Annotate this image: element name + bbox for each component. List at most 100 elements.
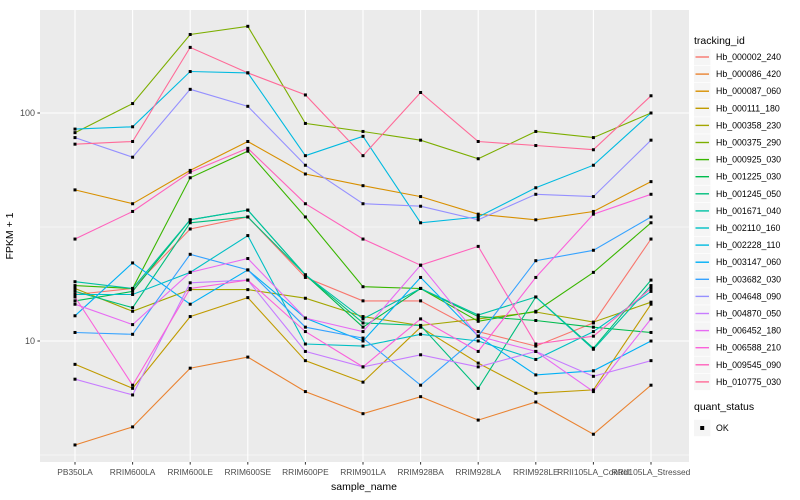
data-point <box>303 325 307 329</box>
data-point <box>188 270 192 274</box>
legend-label-Hb_000358_230: Hb_000358_230 <box>716 120 781 130</box>
data-point <box>476 418 480 422</box>
data-point <box>361 299 365 303</box>
data-point <box>73 330 77 334</box>
data-point <box>534 400 538 404</box>
data-point <box>73 127 77 131</box>
x-axis-title: sample_name <box>331 481 397 493</box>
data-point <box>476 365 480 369</box>
data-point <box>649 221 653 225</box>
data-point <box>476 139 480 143</box>
data-point <box>303 163 307 167</box>
data-point <box>303 215 307 219</box>
data-point <box>534 319 538 323</box>
legend-quant-status: quant_status OK <box>694 401 754 437</box>
x-tick-label: RRIM600LE <box>167 467 213 477</box>
data-point <box>188 45 192 49</box>
legend-title: tracking_id <box>694 35 745 47</box>
data-point <box>131 386 135 390</box>
data-point <box>303 342 307 346</box>
data-point <box>361 315 365 319</box>
legend-label-Hb_003147_060: Hb_003147_060 <box>716 257 781 267</box>
legend-label-Hb_006452_180: Hb_006452_180 <box>716 326 781 336</box>
data-point <box>534 349 538 353</box>
legend-label-Hb_000002_240: Hb_000002_240 <box>716 52 781 62</box>
data-point <box>73 188 77 192</box>
data-point <box>188 218 192 222</box>
legend-label-Hb_010775_030: Hb_010775_030 <box>716 377 781 387</box>
data-point <box>246 139 250 143</box>
data-point <box>534 186 538 190</box>
data-point <box>476 157 480 161</box>
data-point <box>419 263 423 267</box>
data-point <box>246 257 250 261</box>
data-point <box>591 347 595 351</box>
legend-label-Hb_000086_420: Hb_000086_420 <box>716 69 781 79</box>
data-point <box>188 252 192 256</box>
data-point <box>534 357 538 361</box>
data-point <box>591 209 595 213</box>
data-point <box>131 155 135 159</box>
data-point <box>591 432 595 436</box>
data-point <box>361 321 365 325</box>
data-point <box>591 369 595 373</box>
data-point <box>649 111 653 115</box>
data-point <box>246 71 250 75</box>
legend-label-Hb_000087_060: Hb_000087_060 <box>716 86 781 96</box>
data-point <box>419 138 423 142</box>
data-point <box>649 302 653 306</box>
data-point <box>246 215 250 219</box>
x-tick-label: PB350LA <box>57 467 93 477</box>
data-point <box>476 313 480 317</box>
legend-label-Hb_006588_210: Hb_006588_210 <box>716 343 781 353</box>
data-point <box>419 195 423 199</box>
data-point <box>246 24 250 28</box>
data-point <box>591 325 595 329</box>
data-point <box>246 208 250 212</box>
data-point <box>303 316 307 320</box>
legend-label-Hb_003682_030: Hb_003682_030 <box>716 274 781 284</box>
data-point <box>361 237 365 241</box>
data-point <box>303 330 307 334</box>
legend-label-Hb_002228_110: Hb_002228_110 <box>716 240 781 250</box>
data-point <box>361 336 365 340</box>
data-point <box>591 195 595 199</box>
data-point <box>591 163 595 167</box>
data-point <box>246 104 250 108</box>
x-tick-label: RRII105LA_Control <box>557 467 630 477</box>
legend-label-Hb_002110_160: Hb_002110_160 <box>716 223 781 233</box>
data-point <box>246 149 250 153</box>
data-point <box>419 323 423 327</box>
data-point <box>73 237 77 241</box>
data-point <box>188 302 192 306</box>
data-point <box>131 425 135 429</box>
data-point <box>534 373 538 377</box>
data-point <box>303 390 307 394</box>
data-point <box>649 317 653 321</box>
data-point <box>303 296 307 300</box>
data-point <box>534 192 538 196</box>
data-point <box>73 302 77 306</box>
data-point <box>246 355 250 359</box>
data-point <box>534 259 538 263</box>
data-point <box>131 292 135 296</box>
data-point <box>361 317 365 321</box>
data-point <box>649 359 653 363</box>
legend-tracking-id: tracking_id Hb_000002_240 Hb_000086_420 Hb_… <box>694 35 781 391</box>
x-tick-label: RRIM901LA <box>340 467 386 477</box>
data-point <box>303 275 307 279</box>
legend-label-Hb_001225_030: Hb_001225_030 <box>716 172 781 182</box>
data-point <box>131 393 135 397</box>
data-point <box>131 125 135 129</box>
data-point <box>131 332 135 336</box>
data-point <box>131 102 135 106</box>
data-point <box>649 237 653 241</box>
x-tick-label: RRIM600LA <box>110 467 156 477</box>
data-point <box>131 286 135 290</box>
data-point <box>246 234 250 238</box>
data-point <box>476 317 480 321</box>
data-point <box>419 317 423 321</box>
legend-label-Hb_004870_050: Hb_004870_050 <box>716 309 781 319</box>
